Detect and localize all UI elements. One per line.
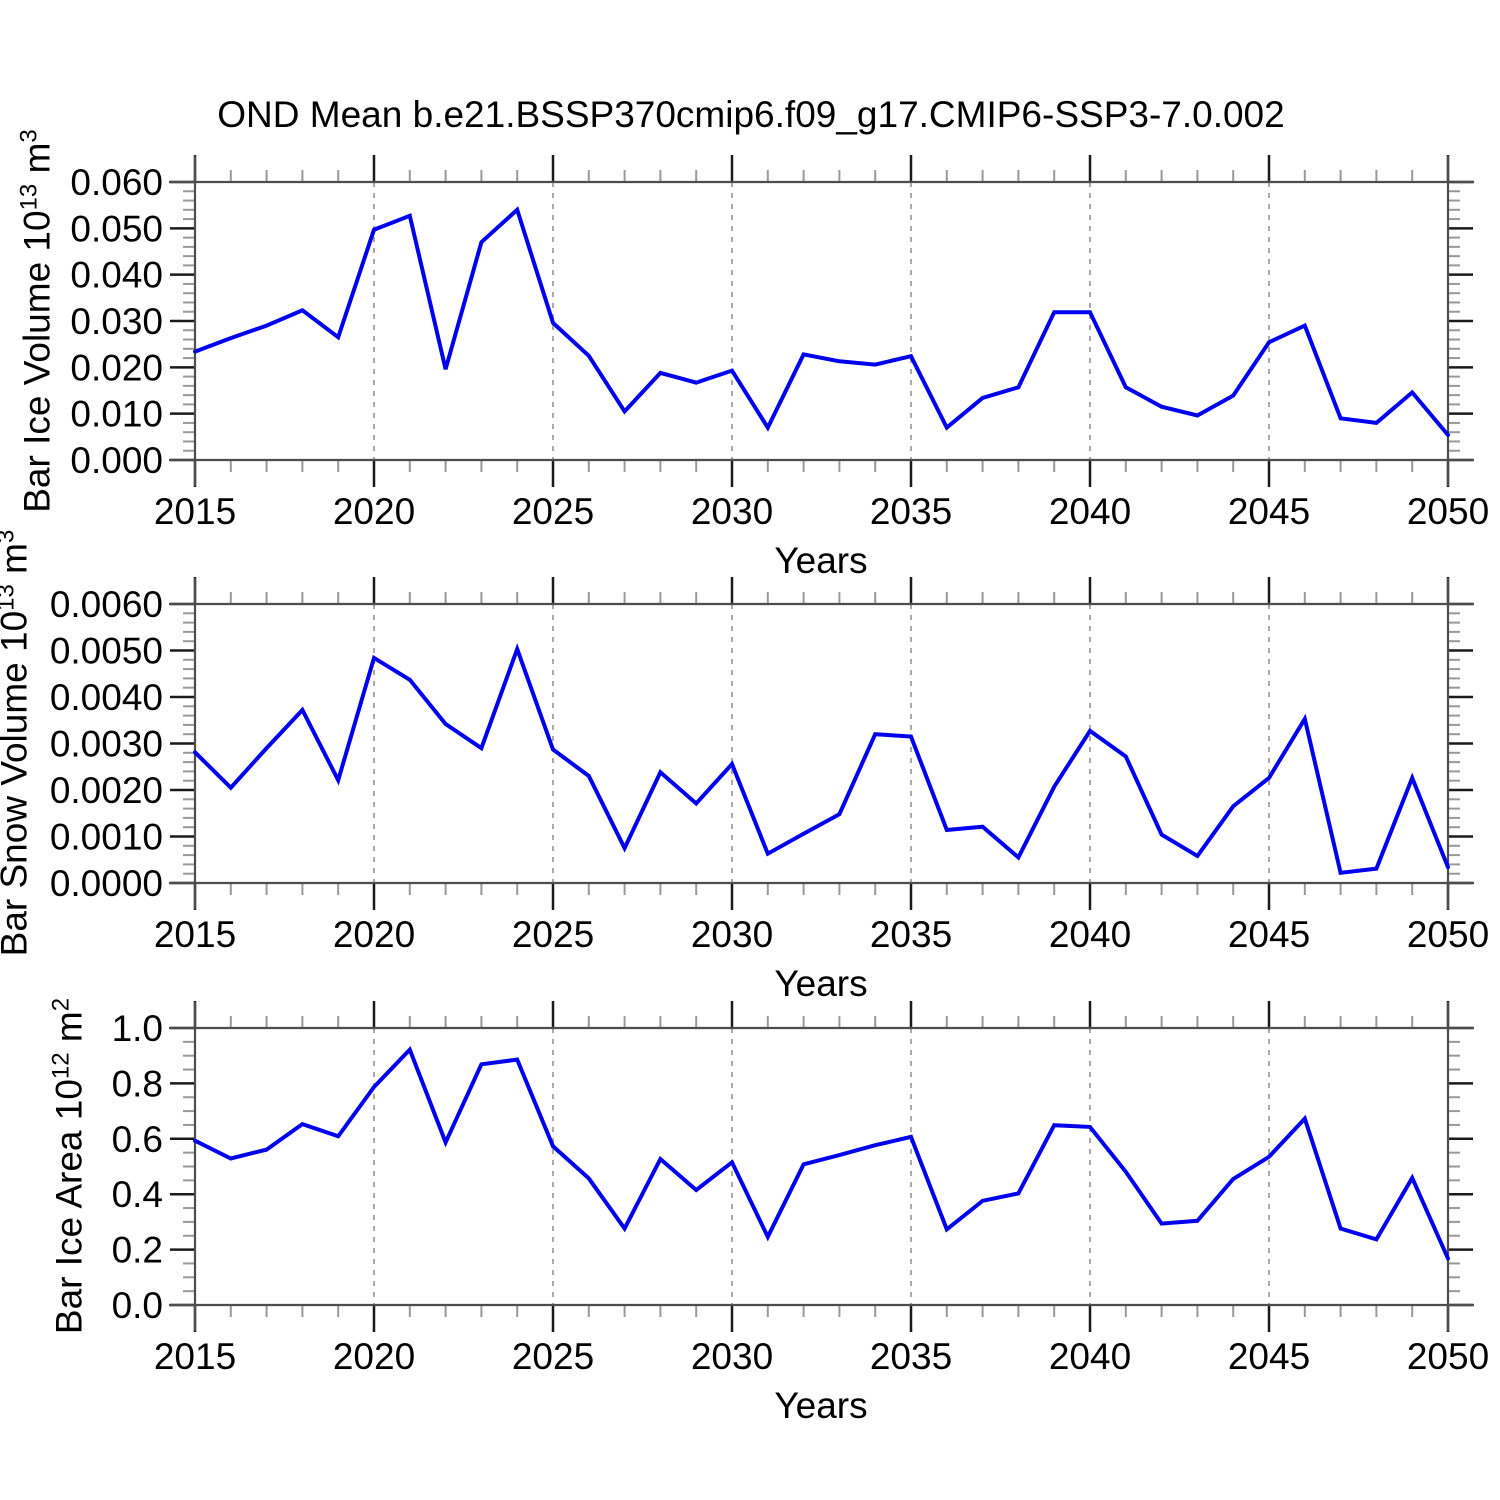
y-axis-label-bar-snow-volume: Bar Snow Volume 1013 m3 [0, 530, 36, 957]
data-line-bar-snow-volume [193, 643, 1450, 875]
x-tick-label: 2025 [512, 491, 594, 532]
y-tick-label: 0.0030 [50, 724, 163, 765]
y-tick-label: 0.0050 [50, 631, 163, 672]
y-tick-label: 0.0000 [50, 863, 163, 904]
y-tick-label: 0.0 [112, 1285, 163, 1326]
x-tick-labels: 2015 2020 2025 2030 2035 2040 2045 2050 [154, 1336, 1489, 1377]
x-tick-label: 2050 [1407, 491, 1489, 532]
x-axis-label-panel-2: Years [774, 963, 868, 1004]
axis-ticks [170, 155, 1473, 487]
y-tick-label: 0.0040 [50, 677, 163, 718]
x-axis-label-panel-3: Years [774, 1385, 868, 1426]
x-tick-label: 2045 [1228, 914, 1310, 955]
x-tick-label: 2050 [1407, 1336, 1489, 1377]
x-tick-label: 2015 [154, 491, 236, 532]
y-tick-label: 0.8 [112, 1063, 163, 1104]
y-axis-label-text: Bar Ice Volume [16, 251, 58, 513]
plot-frame [169, 156, 1474, 486]
x-tick-label: 2045 [1228, 491, 1310, 532]
y-tick-label: 0.030 [70, 301, 163, 342]
x-tick-label: 2015 [154, 1336, 236, 1377]
y-tick-label: 0.060 [70, 162, 163, 203]
y-tick-label: 0.4 [112, 1174, 163, 1215]
y-tick-labels: 0.0 0.2 0.4 0.6 0.8 1.0 [112, 1008, 163, 1326]
y-tick-label: 0.040 [70, 255, 163, 296]
y-tick-label: 0.0010 [50, 817, 163, 858]
y-tick-labels: 0.0000 0.0010 0.0020 0.0030 0.0040 0.0050 0.00… [50, 584, 163, 904]
x-tick-label: 2045 [1228, 1336, 1310, 1377]
y-axis-label-text: Bar Ice Area [48, 1120, 90, 1335]
x-tick-label: 2025 [512, 914, 594, 955]
x-tick-label: 2040 [1049, 491, 1131, 532]
y-axis-label-bar-ice-area: Bar Ice Area 1012 m2 [47, 997, 90, 1335]
panel-bar-snow-volume: 0.0000 0.0010 0.0020 0.0030 0.0040 0.0050 0.00… [50, 577, 1489, 955]
y-tick-label: 0.0020 [50, 770, 163, 811]
x-tick-labels: 2015 2020 2025 2030 2035 2040 2045 2050 [154, 491, 1489, 532]
x-tick-label: 2040 [1049, 1336, 1131, 1377]
y-tick-label: 0.000 [70, 440, 163, 481]
figure-title: OND Mean b.e21.BSSP370cmip6.f09_g17.CMIP… [217, 94, 1285, 135]
data-line-bar-ice-area [193, 1045, 1450, 1261]
x-tick-label: 2040 [1049, 914, 1131, 955]
y-tick-label: 1.0 [112, 1008, 163, 1049]
plot-frame [169, 578, 1474, 909]
x-tick-label: 2035 [870, 1336, 952, 1377]
x-tick-label: 2020 [333, 914, 415, 955]
y-axis-label-text: Bar Snow Volume [0, 662, 35, 957]
x-tick-label: 2020 [333, 491, 415, 532]
x-tick-label: 2035 [870, 914, 952, 955]
x-tick-label: 2030 [691, 914, 773, 955]
gridlines [373, 604, 1270, 883]
gridlines [373, 182, 1270, 460]
data-line-bar-ice-volume [193, 206, 1450, 437]
x-tick-label: 2020 [333, 1336, 415, 1377]
plot-frame [169, 1002, 1474, 1331]
y-tick-label: 0.0060 [50, 584, 163, 625]
x-tick-labels: 2015 2020 2025 2030 2035 2040 2045 2050 [154, 914, 1489, 955]
y-tick-label: 0.050 [70, 208, 163, 249]
y-tick-label: 0.020 [70, 347, 163, 388]
gridlines [373, 1028, 1270, 1305]
y-tick-labels: 0.000 0.010 0.020 0.030 0.040 0.050 0.060 [70, 162, 163, 481]
y-tick-label: 0.6 [112, 1119, 163, 1160]
x-tick-label: 2035 [870, 491, 952, 532]
axis-ticks [170, 577, 1473, 910]
x-tick-label: 2015 [154, 914, 236, 955]
x-tick-label: 2050 [1407, 914, 1489, 955]
x-tick-label: 2030 [691, 491, 773, 532]
axis-ticks [170, 1001, 1473, 1332]
x-axis-label-panel-1: Years [774, 540, 868, 581]
y-tick-label: 0.010 [70, 394, 163, 435]
x-tick-label: 2030 [691, 1336, 773, 1377]
y-tick-label: 0.2 [112, 1230, 163, 1271]
x-tick-label: 2025 [512, 1336, 594, 1377]
y-axis-label-bar-ice-volume: Bar Ice Volume 1013 m3 [15, 129, 58, 513]
